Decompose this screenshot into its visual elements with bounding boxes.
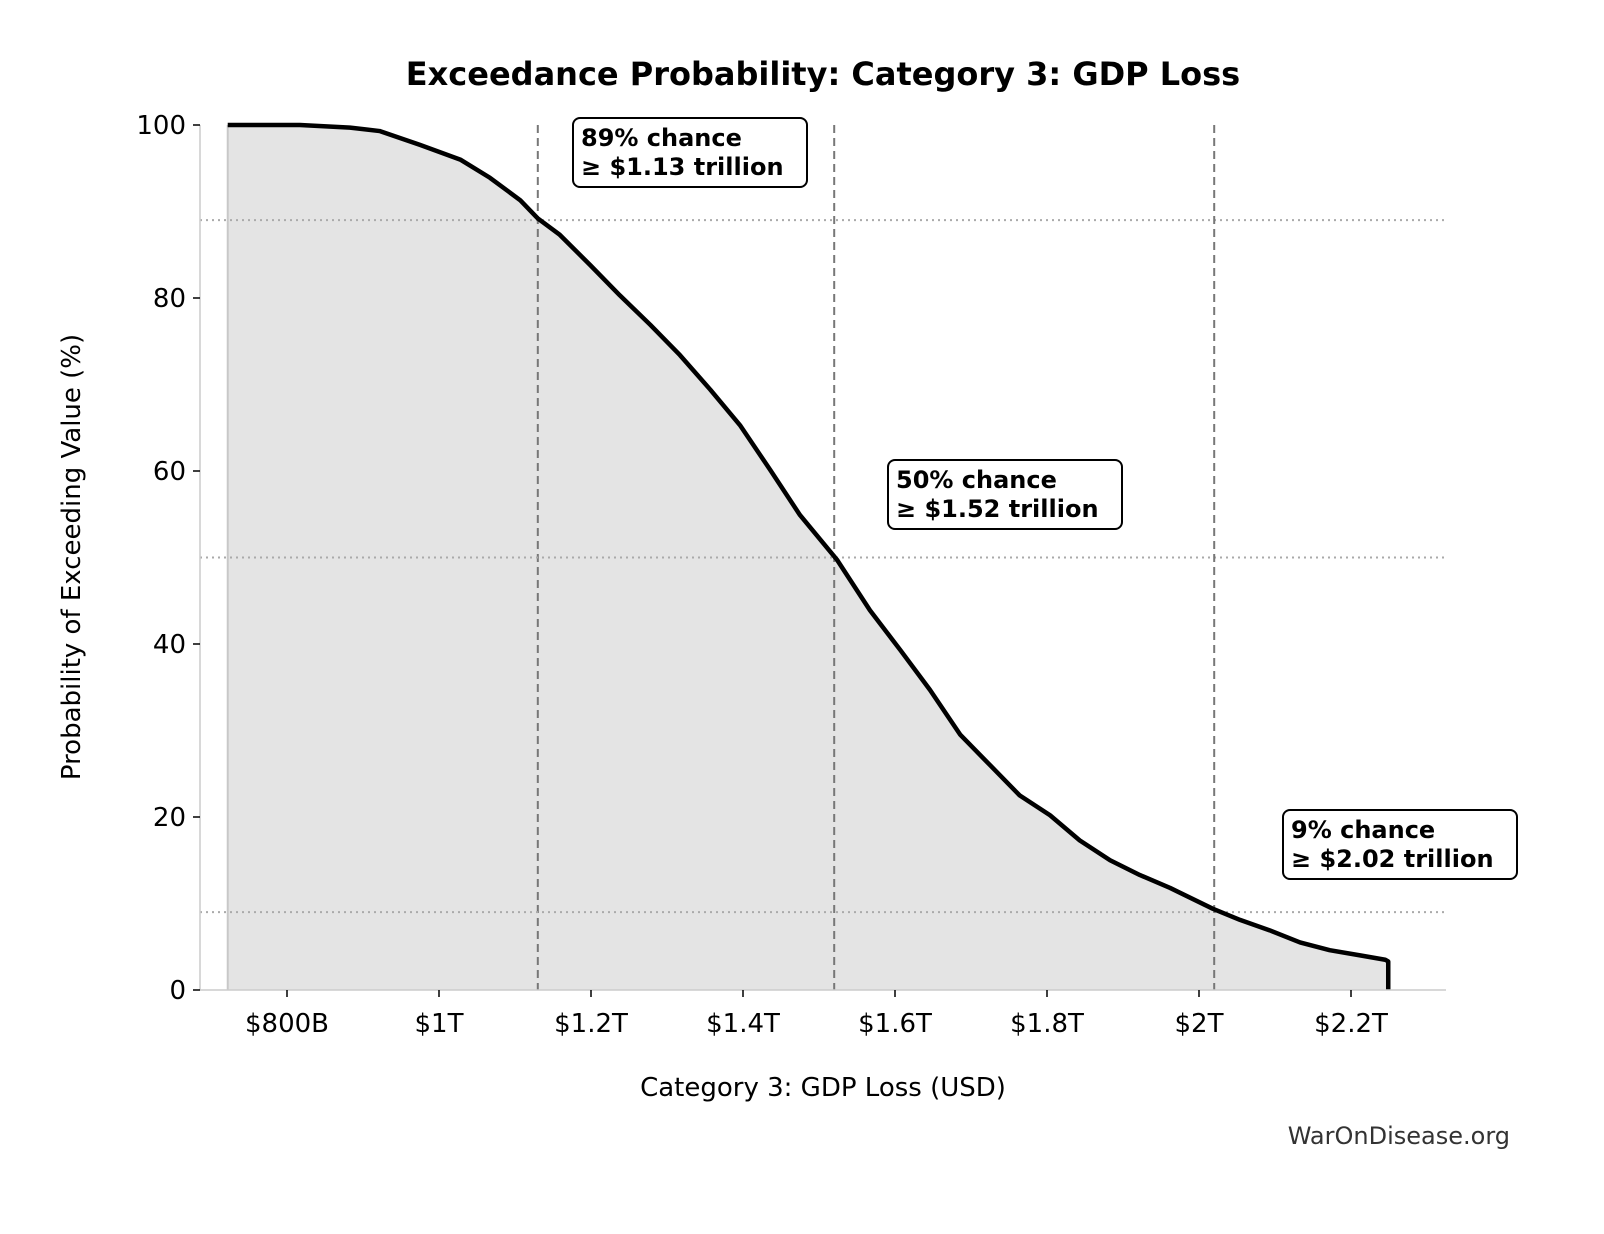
annotation-box-2: 9% chance≥ $2.02 trillion: [1282, 809, 1518, 880]
annotation-frame: [887, 459, 1123, 530]
x-tick-label: $2.2T: [1314, 1009, 1388, 1039]
annotation-line1: 9% chance: [1291, 816, 1435, 844]
x-tick-label: $1.2T: [554, 1009, 628, 1039]
y-tick-label: 80: [153, 284, 186, 314]
x-tick-label: $1T: [415, 1009, 464, 1039]
x-tick-label: $2T: [1175, 1009, 1224, 1039]
annotation-box-1: 50% chance≥ $1.52 trillion: [887, 459, 1123, 530]
exceedance-curve: [227, 122, 1391, 990]
y-tick-label: 40: [153, 630, 186, 660]
x-tick-label: $1.6T: [858, 1009, 932, 1039]
watermark: WarOnDisease.org: [1288, 1122, 1510, 1150]
y-tick-label: 60: [153, 457, 186, 487]
x-axis-label: Category 3: GDP Loss (USD): [640, 1073, 1006, 1103]
chart-title: Exceedance Probability: Category 3: GDP …: [406, 55, 1240, 93]
x-tick-label: $1.4T: [706, 1009, 780, 1039]
annotation-line2: ≥ $1.52 trillion: [896, 495, 1099, 523]
y-tick-label: 100: [136, 111, 186, 141]
annotation-frame: [1282, 809, 1518, 880]
annotation-frame: [572, 117, 808, 188]
y-tick-label: 20: [153, 803, 186, 833]
x-tick-label: $1.8T: [1010, 1009, 1084, 1039]
plot-area: $800B $1T $1.2T $1.4T $1.6T $1.8T $2T $2.2T 0 20 4…: [136, 111, 1518, 1039]
annotation-box-0: 89% chance≥ $1.13 trillion: [572, 117, 808, 188]
annotation-line1: 50% chance: [896, 466, 1057, 494]
y-tick-label: 0: [169, 976, 186, 1006]
annotation-line2: ≥ $2.02 trillion: [1291, 845, 1494, 873]
y-axis-label: Probability of Exceeding Value (%): [57, 334, 87, 780]
annotation-line1: 89% chance: [581, 124, 742, 152]
x-tick-label: $800B: [245, 1009, 329, 1039]
annotation-line2: ≥ $1.13 trillion: [581, 153, 784, 181]
